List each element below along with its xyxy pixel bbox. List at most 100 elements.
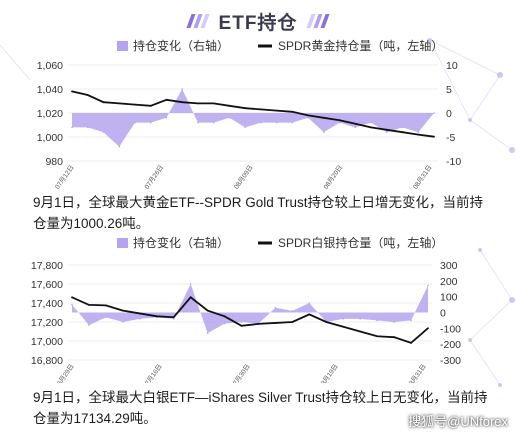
- change-point: [323, 131, 325, 133]
- holdings-point: [410, 342, 412, 344]
- holdings-point: [223, 315, 226, 318]
- holdings-point: [274, 322, 277, 324]
- change-point: [181, 88, 183, 90]
- right-axis-tick-label: -5: [446, 132, 455, 144]
- change-point: [105, 316, 107, 319]
- silver-caption: 9月1日，全球最大白银ETF—iShares Silver Trust持仓较上日…: [33, 390, 488, 426]
- change-point: [342, 318, 345, 320]
- right-axis-tick-label: -300: [440, 355, 461, 367]
- change-point: [275, 121, 278, 124]
- left-axis-tick-label: 980: [45, 156, 63, 168]
- holdings-point: [359, 330, 362, 333]
- right-axis-tick-label: 100: [440, 292, 458, 304]
- change-point: [197, 121, 199, 124]
- change-point: [433, 112, 435, 114]
- holdings-point: [71, 296, 73, 299]
- change-point: [223, 322, 226, 325]
- page-title: ETF持仓: [218, 12, 298, 34]
- holdings-point: [244, 107, 247, 110]
- holdings-point: [118, 102, 121, 105]
- holdings-point: [134, 103, 136, 106]
- x-axis-tick-label: 08月31日: [411, 164, 433, 191]
- holdings-point: [338, 119, 341, 122]
- holdings-point: [257, 323, 260, 325]
- holdings-point: [325, 321, 328, 323]
- holdings-point: [121, 309, 124, 312]
- holdings-point: [275, 109, 278, 112]
- change-point: [410, 319, 412, 322]
- holdings-point: [228, 104, 231, 107]
- holdings-series-line: [71, 90, 435, 138]
- x-axis-tick-label: 08月31日: [405, 363, 427, 383]
- change-point: [370, 121, 372, 124]
- holdings-point: [155, 315, 158, 318]
- holdings-point: [165, 98, 168, 101]
- left-axis-tick-label: 17,200: [31, 317, 63, 329]
- holdings-point: [307, 114, 309, 117]
- change-point: [189, 283, 192, 285]
- change-point: [149, 121, 152, 124]
- change-point: [260, 121, 262, 124]
- holdings-point: [259, 108, 262, 111]
- holdings-point: [376, 335, 379, 338]
- left-axis-tick-label: 17,800: [31, 260, 63, 272]
- change-point: [401, 126, 404, 129]
- holdings-point: [206, 309, 209, 312]
- holdings-point: [181, 101, 184, 104]
- change-point: [102, 131, 105, 133]
- page-header: ETF持仓: [0, 6, 516, 36]
- holdings-point: [86, 94, 89, 96]
- change-point: [122, 321, 124, 323]
- left-axis-tick-label: 1,040: [37, 84, 63, 96]
- holdings-point: [240, 324, 243, 327]
- holdings-point: [138, 312, 141, 315]
- change-point: [118, 145, 121, 148]
- change-point: [338, 121, 341, 124]
- left-axis-tick-label: 17,600: [31, 279, 63, 291]
- right-axis-tick-label: -200: [440, 339, 461, 351]
- left-axis-tick-label: 1,060: [37, 60, 63, 72]
- right-axis-tick-label: 0: [440, 308, 446, 320]
- change-point: [212, 121, 215, 124]
- x-axis-tick-label: 07月16日: [141, 363, 163, 383]
- change-point: [308, 302, 311, 304]
- decor-stripes-left: [185, 14, 210, 28]
- change-point: [376, 319, 378, 322]
- legend-swatch-change: [117, 238, 128, 248]
- holdings-point: [417, 133, 420, 136]
- x-axis-tick-label: 08月09日: [232, 164, 254, 191]
- change-point: [165, 117, 168, 119]
- left-axis-tick-label: 17,000: [31, 336, 63, 348]
- change-point: [206, 332, 209, 334]
- change-point: [291, 310, 294, 312]
- change-point: [291, 121, 294, 124]
- x-axis-tick-label: 07月30日: [229, 363, 251, 383]
- right-axis-tick-label: 10: [446, 60, 458, 72]
- holdings-point: [71, 90, 73, 93]
- change-point: [86, 126, 89, 129]
- right-axis-tick-label: 0: [446, 108, 452, 120]
- x-axis-tick-label: 08月20日: [322, 164, 344, 191]
- right-axis-tick-label: 5: [446, 84, 452, 96]
- holdings-point: [189, 296, 192, 299]
- holdings-point: [433, 135, 435, 138]
- change-point: [240, 321, 243, 323]
- change-point: [393, 321, 395, 323]
- holdings-point: [172, 316, 175, 319]
- legend-label-change: 持仓变化（右轴）: [133, 235, 229, 250]
- left-axis-tick-label: 17,400: [31, 298, 63, 310]
- change-point: [172, 318, 175, 320]
- holdings-point: [291, 321, 294, 323]
- left-axis-tick-label: 16,800: [31, 355, 63, 367]
- holdings-point: [105, 304, 107, 307]
- holdings-point: [197, 102, 199, 105]
- holdings-point: [354, 122, 357, 125]
- holdings-point: [427, 327, 429, 330]
- change-point: [354, 126, 357, 129]
- change-point: [71, 126, 73, 129]
- change-point: [359, 318, 361, 320]
- change-point: [385, 131, 388, 133]
- holdings-point: [149, 104, 152, 107]
- holdings-point: [401, 131, 404, 134]
